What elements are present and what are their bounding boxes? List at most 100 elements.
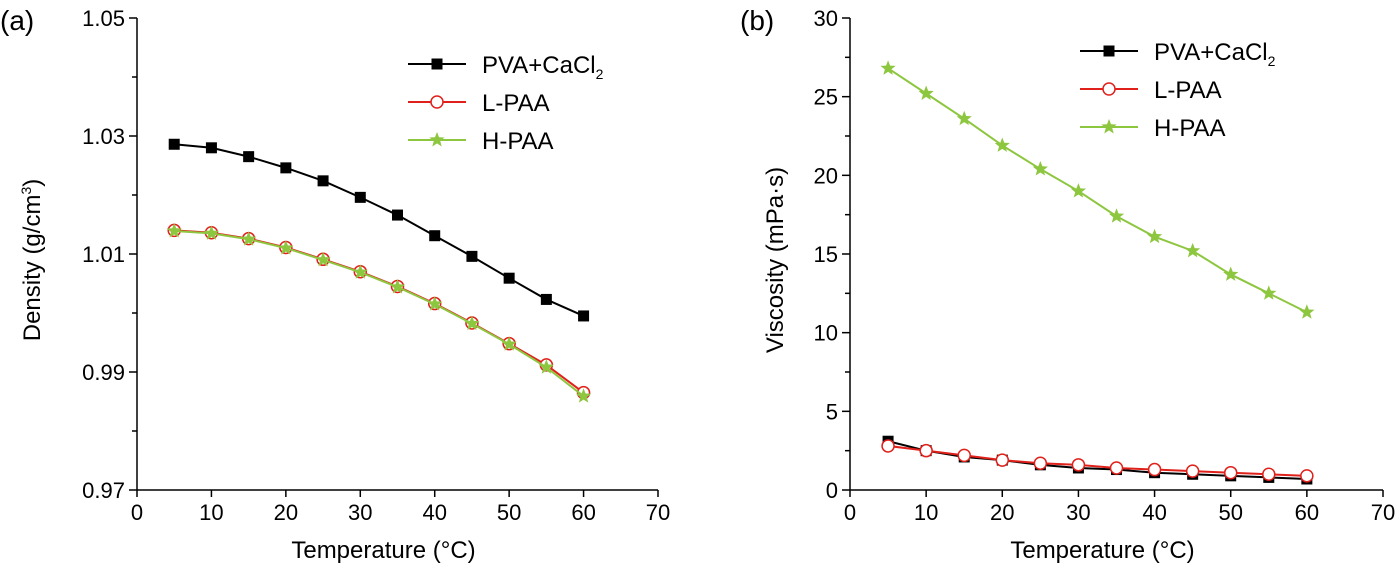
data-point	[392, 209, 403, 221]
legend-marker	[1101, 119, 1117, 134]
data-point	[1070, 183, 1087, 198]
data-point	[280, 162, 292, 174]
data-point	[995, 453, 1010, 467]
data-point	[466, 250, 478, 262]
data-point	[1185, 242, 1201, 258]
y-axis-label: Density (g/cm3)	[18, 179, 46, 342]
y-tick-label: 10	[814, 321, 838, 346]
series-pva-cacl	[168, 138, 590, 322]
data-point	[919, 443, 933, 458]
x-tick-label: 10	[199, 500, 223, 525]
data-point	[464, 315, 480, 331]
legend-label-main: H-PAA	[482, 128, 554, 155]
series-l-paa	[881, 439, 1314, 483]
x-tick-label: 40	[422, 500, 446, 525]
data-point	[575, 388, 592, 403]
panel-b-viscosity-chart: (b) 0 10 20 30 40 50 60 70 0 5 10 15 20 25 30 Temperatur…	[740, 5, 1395, 564]
data-point	[501, 336, 517, 351]
data-point	[243, 151, 255, 163]
data-point	[1223, 465, 1238, 480]
x-tick-label: 70	[646, 500, 670, 525]
data-point	[956, 110, 972, 126]
panel-label: (a)	[0, 5, 34, 36]
x-tick-label: 50	[497, 500, 521, 525]
legend-label: PVA+CaCl2	[1154, 39, 1276, 69]
legend-marker	[429, 132, 445, 147]
legend-item: L-PAA	[408, 90, 550, 117]
data-point	[1261, 285, 1277, 300]
legend-label: PVA+CaCl2	[482, 52, 604, 82]
legend-item: L-PAA	[1080, 77, 1222, 104]
series-line	[174, 229, 585, 397]
legend-item: H-PAA	[408, 128, 554, 155]
y-axis-label-main: Viscosity (mPa·s)	[762, 167, 789, 353]
data-point	[1262, 467, 1276, 482]
y-tick-label: 5	[826, 399, 838, 424]
data-point	[538, 359, 554, 374]
y-tick-label: 30	[814, 6, 838, 31]
data-point	[205, 142, 217, 154]
data-point	[540, 293, 552, 305]
legend-label-subscript: 2	[596, 66, 604, 82]
x-tick-label: 30	[1066, 500, 1090, 525]
data-point	[166, 222, 182, 238]
data-point	[352, 264, 368, 279]
data-point	[1032, 161, 1048, 176]
data-point	[241, 231, 257, 246]
data-point	[1109, 461, 1124, 475]
x-axis-label: Temperature (°C)	[291, 537, 475, 564]
legend-item: PVA+CaCl2	[1080, 39, 1276, 69]
data-point	[1071, 458, 1086, 472]
data-point	[1147, 462, 1162, 477]
legend-label-subscript: 2	[1268, 53, 1276, 69]
data-point	[203, 225, 220, 240]
x-tick-label: 50	[1218, 500, 1242, 525]
y-axis-label-superscript: 3	[18, 187, 34, 195]
legend-marker	[431, 58, 443, 70]
legend-label: H-PAA	[482, 128, 554, 155]
data-point	[317, 175, 329, 187]
y-tick-label: 1.05	[82, 6, 125, 31]
series-line	[887, 67, 1308, 314]
x-tick-label: 60	[571, 500, 595, 525]
panel-label: (b)	[740, 5, 774, 36]
data-point	[389, 279, 406, 294]
data-point	[578, 310, 590, 322]
y-tick-label: 1.03	[82, 124, 125, 149]
data-point	[168, 138, 180, 150]
data-point	[1146, 228, 1163, 244]
x-tick-label: 40	[1142, 500, 1166, 525]
series-line	[887, 444, 1307, 477]
data-point	[994, 137, 1010, 152]
series-line	[174, 229, 585, 394]
legend-label-main: H-PAA	[1154, 115, 1226, 142]
x-tick-label: 70	[1371, 500, 1395, 525]
series-h-paa	[166, 222, 592, 403]
y-tick-label: 20	[814, 163, 838, 188]
legend-marker	[1103, 45, 1115, 57]
panel-a-density-chart: (a) 0 10 20 30 40 50 60 70 0.97 0.99 1.01 1.03 1.05 Te…	[0, 5, 670, 564]
series-h-paa	[880, 60, 1315, 319]
series-line	[174, 143, 584, 317]
legend-item: H-PAA	[1080, 115, 1226, 142]
data-point	[881, 439, 895, 453]
y-tick-label: 15	[814, 242, 838, 267]
y-tick-label: 25	[814, 85, 838, 110]
data-point	[1300, 469, 1314, 483]
y-tick-label: 0	[826, 478, 838, 503]
data-point	[503, 272, 515, 284]
y-axis-label-end: )	[19, 179, 46, 187]
y-tick-label: 1.01	[82, 242, 125, 267]
legend-item: PVA+CaCl2	[408, 52, 604, 82]
legend-marker	[1102, 82, 1116, 96]
legend-marker	[430, 95, 444, 109]
data-point	[278, 240, 294, 255]
data-point	[354, 191, 366, 203]
x-tick-label: 20	[274, 500, 298, 525]
legend-label-main: PVA+CaCl	[1154, 39, 1268, 66]
y-tick-label: 0.99	[82, 360, 125, 385]
data-point	[957, 448, 971, 463]
data-point	[315, 251, 331, 267]
data-point	[918, 85, 934, 100]
